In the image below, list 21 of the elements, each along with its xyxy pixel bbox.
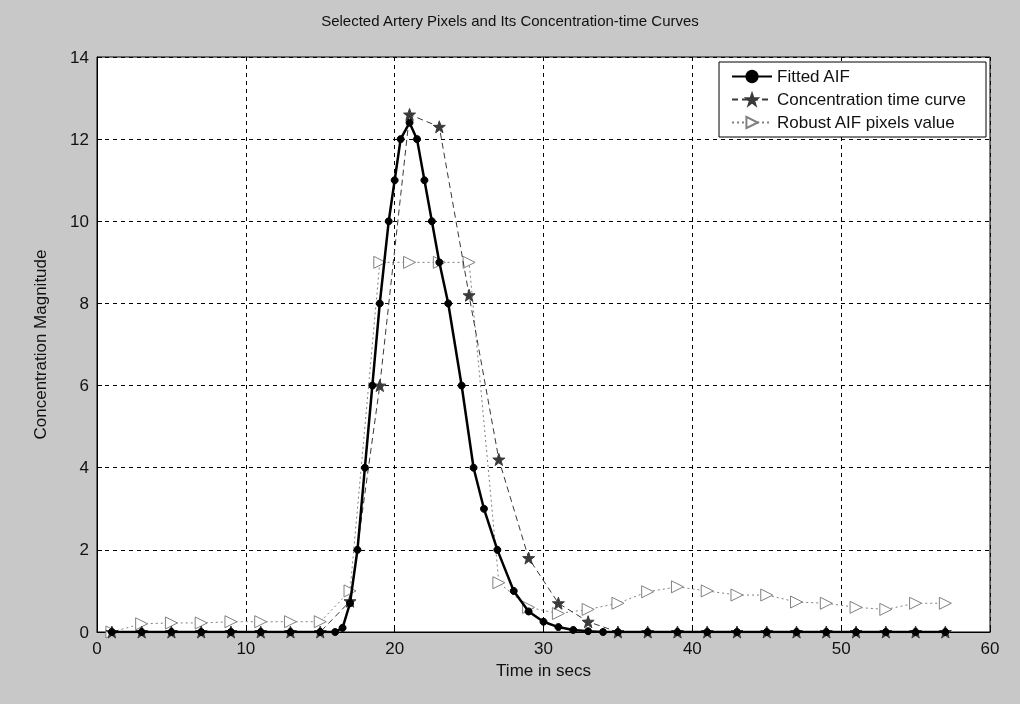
- x-tick-label: 60: [980, 639, 1000, 658]
- x-tick-label: 0: [92, 639, 102, 658]
- legend-label: Robust AIF pixels value: [777, 113, 955, 132]
- legend-label: Concentration time curve: [777, 90, 967, 109]
- x-axis-title: Time in secs: [496, 660, 591, 680]
- y-tick-label: 6: [79, 376, 89, 396]
- y-tick-label: 4: [79, 458, 89, 478]
- y-axis-title: Concentration Magnitude: [31, 249, 50, 440]
- chart-title: Selected Artery Pixels and Its Concentration-time Curves: [321, 12, 699, 29]
- legend-label: Fitted AIF: [777, 67, 850, 86]
- x-tick-label: 40: [682, 639, 702, 658]
- y-tick-label: 2: [79, 540, 89, 560]
- y-tick-label: 8: [79, 293, 89, 313]
- x-tick-label: 10: [236, 639, 256, 658]
- x-tick-label: 30: [534, 639, 553, 658]
- y-tick-label: 0: [79, 622, 89, 642]
- y-tick-label: 10: [70, 211, 89, 231]
- x-tick-label: 20: [385, 639, 405, 658]
- y-tick-label: 14: [70, 47, 89, 67]
- x-tick-label: 50: [831, 639, 851, 658]
- y-tick-label: 12: [70, 129, 89, 149]
